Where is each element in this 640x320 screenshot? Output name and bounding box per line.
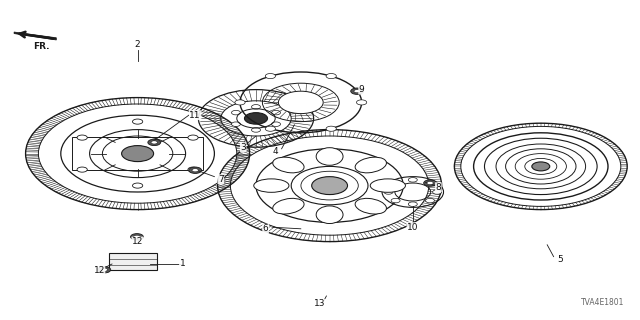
Circle shape [132, 119, 143, 124]
Text: 10: 10 [407, 223, 419, 232]
Circle shape [384, 190, 393, 194]
Circle shape [134, 235, 140, 238]
Circle shape [278, 91, 323, 114]
Text: FR.: FR. [33, 42, 50, 51]
Circle shape [426, 181, 435, 186]
Circle shape [192, 169, 198, 172]
Text: 1: 1 [180, 260, 185, 268]
Circle shape [122, 146, 154, 162]
Ellipse shape [316, 148, 343, 165]
Text: 13: 13 [314, 300, 326, 308]
Circle shape [271, 110, 280, 115]
Text: 7: 7 [218, 175, 223, 184]
Circle shape [189, 167, 202, 173]
Circle shape [326, 74, 337, 79]
Circle shape [271, 122, 280, 126]
Text: 3: 3 [241, 143, 246, 152]
Circle shape [252, 105, 260, 109]
Circle shape [232, 110, 241, 115]
Text: 12: 12 [93, 266, 105, 275]
Circle shape [326, 126, 337, 131]
Circle shape [391, 198, 400, 203]
Circle shape [252, 128, 260, 132]
Ellipse shape [355, 198, 387, 214]
Ellipse shape [316, 206, 343, 223]
Circle shape [148, 139, 161, 146]
Circle shape [101, 268, 108, 271]
Ellipse shape [273, 157, 304, 173]
Ellipse shape [355, 157, 387, 173]
Circle shape [356, 100, 367, 105]
Circle shape [391, 181, 400, 186]
Text: 8: 8 [436, 183, 441, 192]
Circle shape [188, 135, 198, 140]
Text: TVA4E1801: TVA4E1801 [580, 298, 624, 307]
Circle shape [98, 267, 111, 273]
Circle shape [408, 178, 417, 182]
Text: 11: 11 [189, 111, 201, 120]
Bar [72, 137, 203, 170]
Circle shape [188, 167, 198, 172]
Circle shape [77, 167, 87, 172]
Text: 9: 9 [359, 85, 364, 94]
Circle shape [433, 190, 442, 194]
Circle shape [151, 141, 157, 144]
Circle shape [77, 135, 87, 140]
Ellipse shape [370, 179, 406, 192]
Circle shape [265, 74, 275, 79]
Circle shape [235, 100, 245, 105]
Text: 2: 2 [135, 40, 140, 49]
Circle shape [232, 122, 241, 126]
Text: 4: 4 [273, 148, 278, 156]
FancyBboxPatch shape [109, 253, 157, 270]
Text: 6: 6 [263, 224, 268, 233]
Circle shape [312, 177, 348, 195]
Polygon shape [14, 32, 56, 40]
Ellipse shape [254, 179, 289, 192]
Ellipse shape [273, 198, 304, 214]
Circle shape [351, 88, 364, 94]
Circle shape [426, 198, 435, 203]
Circle shape [424, 180, 436, 186]
Text: 5: 5 [557, 255, 563, 264]
Circle shape [244, 113, 268, 124]
Circle shape [354, 90, 360, 93]
Circle shape [265, 126, 275, 131]
Circle shape [532, 162, 550, 171]
Circle shape [427, 181, 433, 185]
Text: 12: 12 [132, 237, 143, 246]
Circle shape [132, 183, 143, 188]
Circle shape [408, 202, 417, 206]
Circle shape [131, 234, 143, 240]
